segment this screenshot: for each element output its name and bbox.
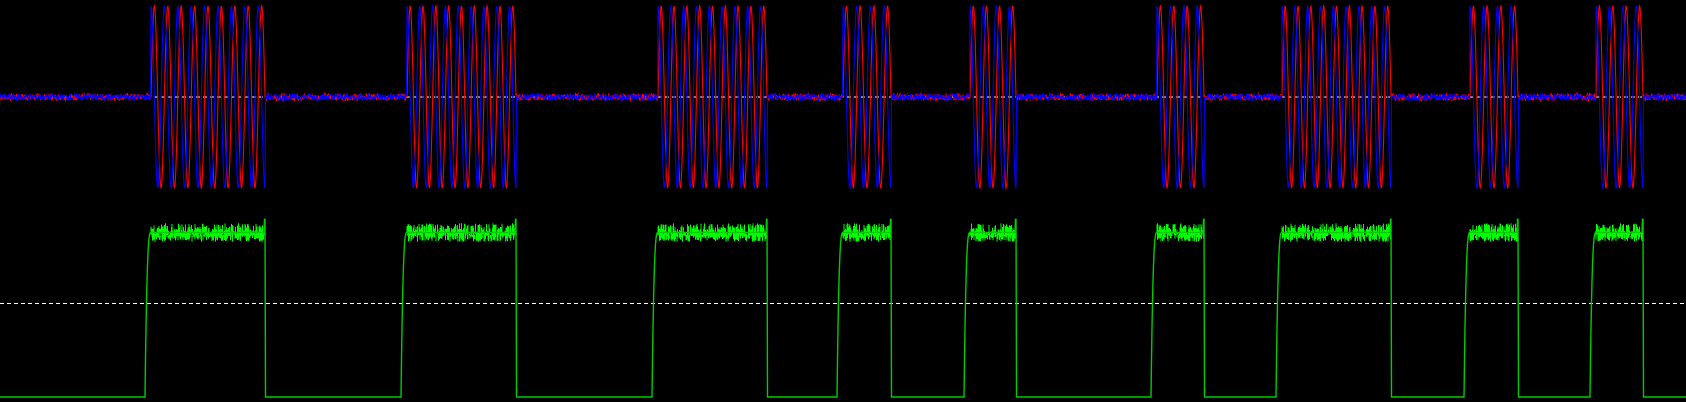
envelope-plot xyxy=(0,218,1686,398)
iq-signal-plot xyxy=(0,3,1686,191)
series-green-noise-band xyxy=(150,223,1644,242)
series-green-trace xyxy=(0,218,1686,398)
series-blue-trace xyxy=(0,3,1686,191)
